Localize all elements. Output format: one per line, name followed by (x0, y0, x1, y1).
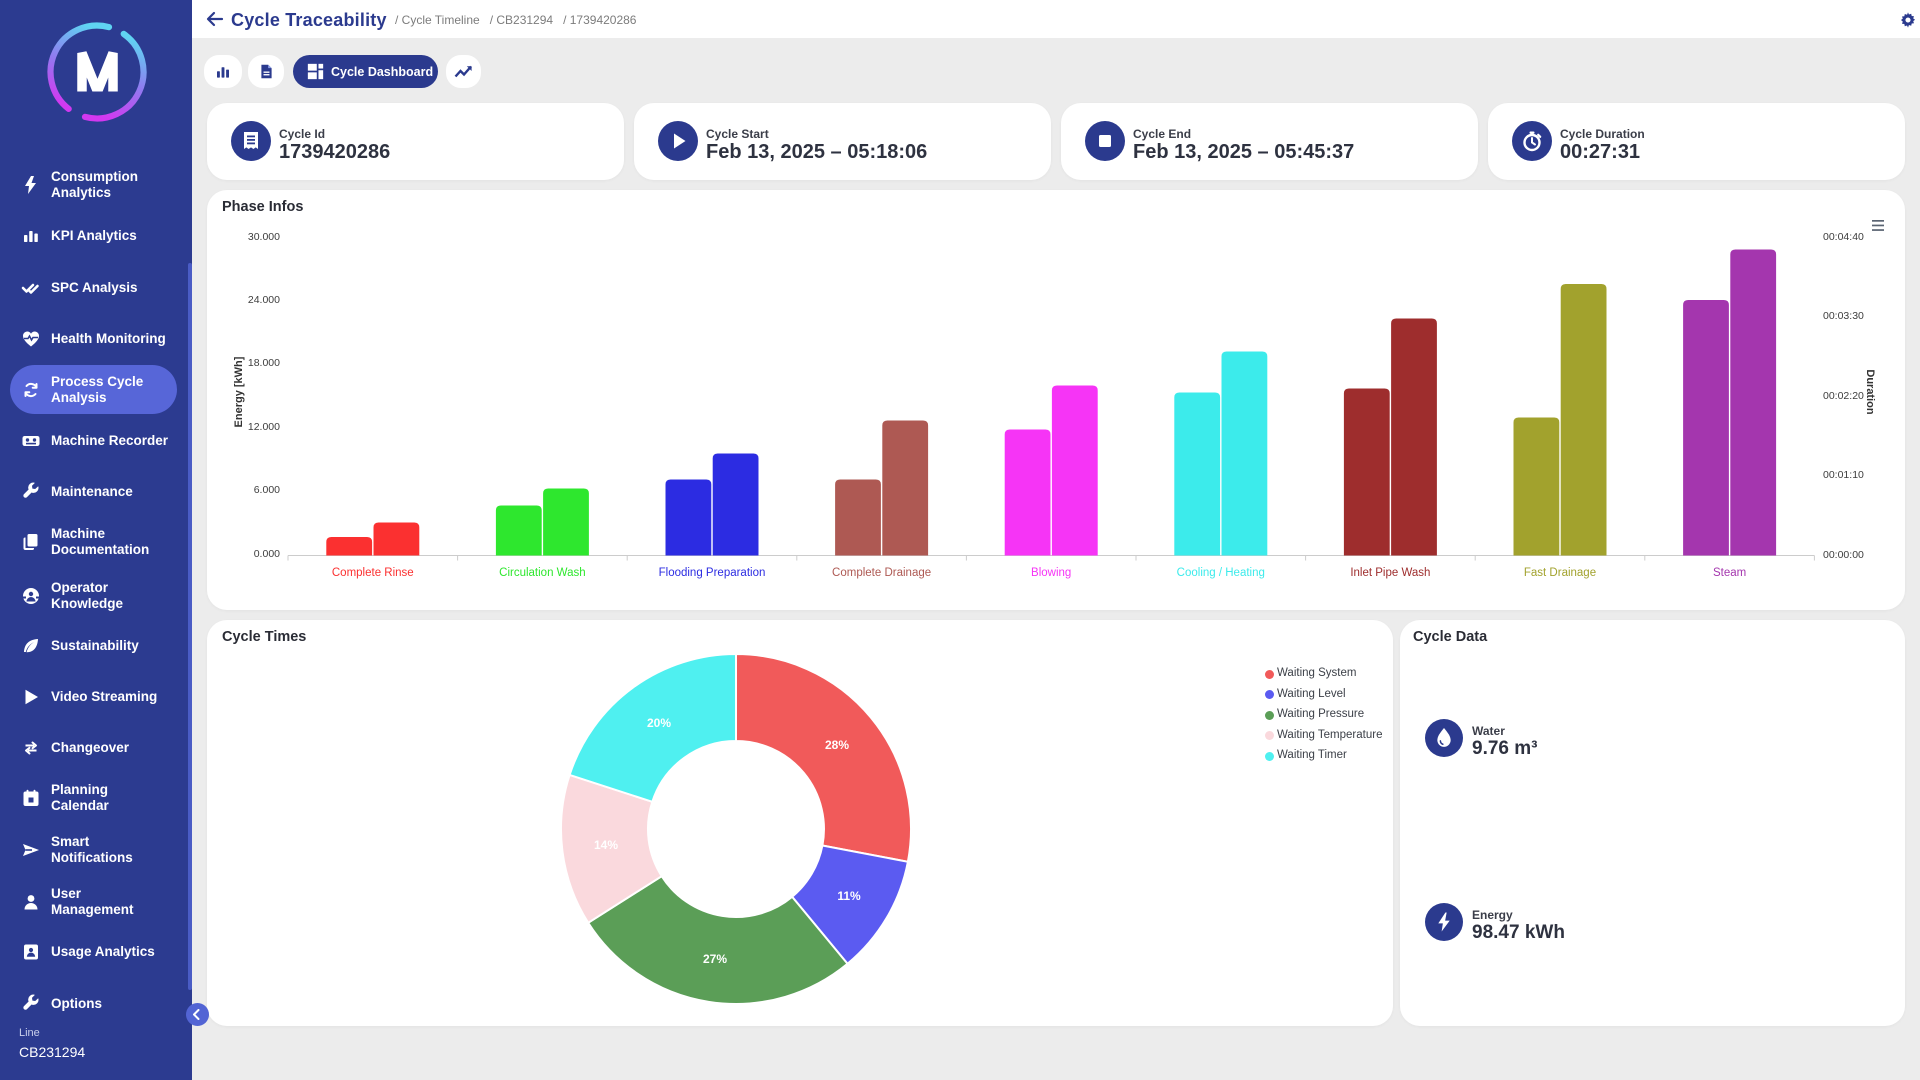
svg-text:Fast Drainage: Fast Drainage (1524, 567, 1596, 579)
svg-text:6.000: 6.000 (254, 484, 280, 496)
svg-text:Inlet Pipe Wash: Inlet Pipe Wash (1350, 567, 1430, 579)
svg-text:30.000: 30.000 (248, 231, 280, 243)
svg-text:00:02:20: 00:02:20 (1823, 390, 1864, 402)
svg-text:Complete Drainage: Complete Drainage (832, 567, 931, 579)
svg-text:00:01:10: 00:01:10 (1823, 469, 1864, 481)
svg-text:Energy [kWh]: Energy [kWh] (233, 356, 245, 427)
svg-text:Duration: Duration (1864, 369, 1876, 415)
svg-text:Circulation Wash: Circulation Wash (499, 567, 586, 579)
svg-text:18.000: 18.000 (248, 357, 280, 369)
svg-text:Cooling / Heating: Cooling / Heating (1177, 567, 1265, 579)
svg-text:00:03:30: 00:03:30 (1823, 310, 1864, 322)
svg-text:12.000: 12.000 (248, 421, 280, 433)
svg-text:Flooding Preparation: Flooding Preparation (659, 567, 766, 579)
svg-text:Complete Rinse: Complete Rinse (332, 567, 414, 579)
svg-text:11%: 11% (837, 889, 861, 903)
svg-text:24.000: 24.000 (248, 294, 280, 306)
svg-text:20%: 20% (647, 716, 671, 730)
svg-text:Steam: Steam (1713, 567, 1746, 579)
svg-text:27%: 27% (703, 952, 727, 966)
svg-text:28%: 28% (825, 738, 849, 752)
svg-text:00:04:40: 00:04:40 (1823, 231, 1864, 243)
svg-text:00:00:00: 00:00:00 (1823, 549, 1864, 561)
svg-text:Blowing: Blowing (1031, 567, 1071, 579)
svg-text:0.000: 0.000 (254, 548, 280, 560)
svg-text:14%: 14% (594, 838, 618, 852)
